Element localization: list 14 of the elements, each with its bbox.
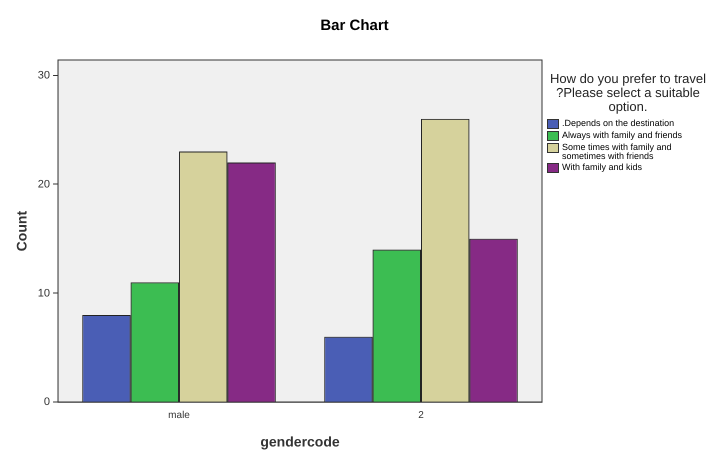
y-tick-label: 30 bbox=[38, 69, 50, 82]
x-axis-title: gendercode bbox=[260, 433, 340, 450]
legend-label: .Depends on the destination bbox=[562, 118, 674, 128]
y-tick-label: 10 bbox=[38, 287, 50, 300]
y-tick-label: 20 bbox=[38, 178, 50, 190]
x-tick-label: 2 bbox=[418, 410, 424, 421]
y-axis-title: Count bbox=[13, 210, 30, 252]
y-tick-label: 0 bbox=[44, 396, 50, 408]
legend-label: With family and kids bbox=[562, 162, 642, 172]
legend-label: Some times with family and sometimes with friends bbox=[562, 142, 673, 161]
legend-label: Always with family and friends bbox=[562, 130, 682, 140]
x-tick-label: male bbox=[168, 410, 190, 421]
chart-title: Bar Chart bbox=[319, 17, 390, 34]
legend-title: How do you prefer to travel ?Please select a suitable option. bbox=[548, 71, 708, 114]
